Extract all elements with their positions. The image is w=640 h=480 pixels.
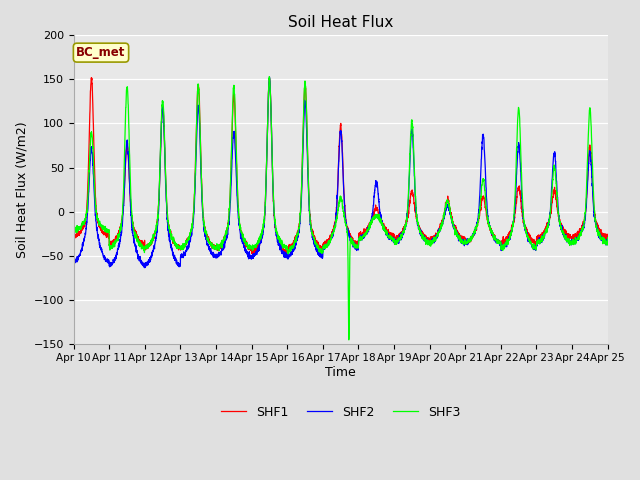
SHF2	[184, 245, 192, 251]
SHF1	[604, 231, 612, 237]
SHF1	[219, 238, 227, 244]
SHF3	[184, 236, 192, 242]
Title: Soil Heat Flux: Soil Heat Flux	[288, 15, 394, 30]
Legend: SHF1, SHF2, SHF3: SHF1, SHF2, SHF3	[216, 401, 465, 424]
SHF1	[554, 204, 561, 209]
SHF2	[70, 260, 77, 266]
SHF1	[70, 232, 77, 238]
SHF3	[219, 239, 227, 245]
Y-axis label: Soil Heat Flux (W/m2): Soil Heat Flux (W/m2)	[15, 121, 28, 258]
SHF2	[393, 239, 401, 244]
X-axis label: Time: Time	[325, 366, 356, 379]
SHF3	[393, 239, 401, 245]
SHF3	[403, 220, 410, 226]
SHF2	[141, 265, 148, 271]
SHF3	[345, 337, 353, 343]
SHF1	[88, 75, 95, 81]
SHF2	[403, 221, 410, 227]
SHF2	[604, 240, 612, 246]
SHF2	[604, 238, 611, 243]
Line: SHF2: SHF2	[74, 77, 608, 268]
Line: SHF1: SHF1	[74, 78, 608, 255]
SHF2	[219, 246, 227, 252]
SHF2	[554, 191, 561, 196]
Line: SHF3: SHF3	[74, 76, 608, 340]
SHF1	[604, 234, 611, 240]
SHF3	[554, 195, 561, 201]
Text: BC_met: BC_met	[76, 46, 125, 59]
SHF1	[403, 219, 410, 225]
SHF1	[184, 236, 192, 241]
SHF3	[604, 240, 611, 245]
SHF3	[604, 235, 612, 240]
SHF2	[266, 74, 273, 80]
SHF3	[70, 228, 77, 233]
SHF1	[281, 252, 289, 258]
SHF3	[266, 73, 273, 79]
SHF1	[393, 233, 401, 239]
